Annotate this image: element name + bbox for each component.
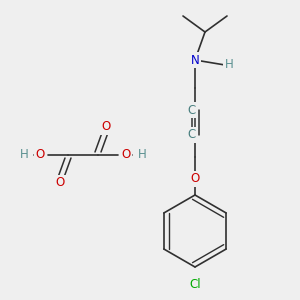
Text: O: O bbox=[101, 121, 111, 134]
Text: O: O bbox=[122, 148, 130, 161]
Text: H: H bbox=[225, 58, 233, 71]
Text: C: C bbox=[188, 103, 196, 116]
Text: C: C bbox=[188, 128, 196, 142]
Text: O: O bbox=[35, 148, 45, 161]
Text: O: O bbox=[56, 176, 64, 190]
Text: Cl: Cl bbox=[189, 278, 201, 292]
Text: H: H bbox=[20, 148, 28, 161]
Text: H: H bbox=[138, 148, 146, 161]
Text: O: O bbox=[190, 172, 200, 185]
Text: N: N bbox=[190, 53, 200, 67]
